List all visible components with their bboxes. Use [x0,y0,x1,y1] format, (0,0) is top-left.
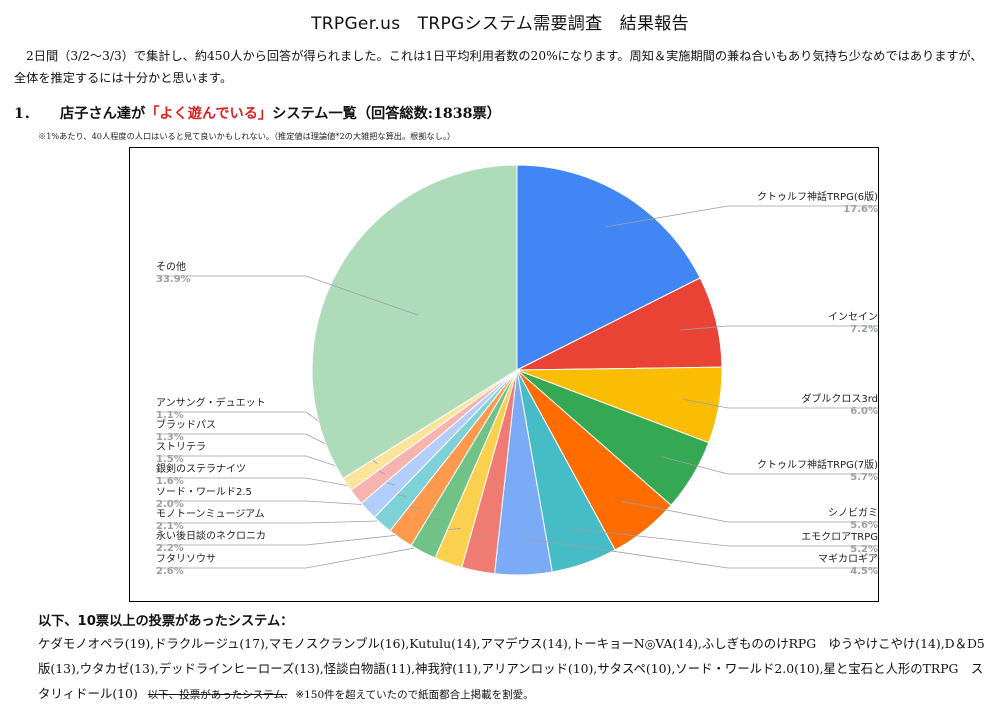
slice-percent-label: 1.1% [156,410,184,421]
slice-percent-label: 17.6% [843,204,878,215]
slice-label: ダブルクロス3rd [801,392,878,405]
slice-label: ストリテラ [156,441,206,453]
slice-label: インセイン [828,311,878,323]
slice-percent-label: 1.6% [156,476,184,487]
section-heading: 1． 店子さん達が「よく遊んでいる」システム一覧（回答総数:1838票） [14,103,501,123]
section-number: 1． [14,106,39,122]
leader-line [605,205,878,228]
pie-slice [311,164,518,480]
section-heading-pre: 店子さん達が [60,106,146,122]
slice-percent-label: 2.0% [156,499,184,510]
slice-label: アンサング・デュエット [156,396,266,409]
section-heading-emphasis: 「よく遊んでいる」 [145,106,273,122]
slice-percent-label: 1.5% [156,454,184,465]
slice-percent-label: 1.3% [156,432,184,443]
leader-line [680,325,878,331]
slice-label: その他 [156,260,186,273]
section2-body: ケダモノオペラ(19),ドラクルージュ(17),マモノスクランブル(16),Ku… [38,631,986,708]
intro-paragraph: 2日間（3/2〜3/3）で集計し、約450人から回答が得られました。これは1日平… [14,45,986,89]
slice-percent-label: 4.5% [850,566,878,577]
slice-percent-label: 6.0% [850,406,878,417]
slice-percent-label: 2.1% [156,521,184,532]
leader-line [660,456,878,475]
slice-percent-label: 2.2% [156,543,184,554]
omission-note: ※150件を超えていたので紙面都合上掲載を割愛。 [295,689,534,701]
slice-percent-label: 7.2% [850,324,878,335]
pie-chart-frame: クトゥルフ神話TRPG(6版) 17.6% インセイン 7.2% ダブルクロス3rd 6.… [129,147,879,602]
leader-line [621,500,878,523]
struck-text: 以下、投票があったシステム. [147,689,288,701]
slice-percent-label: 33.9% [156,274,191,285]
slice-percent-label: 2.6% [156,566,184,577]
slice-label: シノビガミ [828,507,878,519]
slice-percent-label: 5.2% [850,544,878,555]
slice-label: クトゥルフ神話TRPG(6版) [757,190,878,203]
slice-label: マギカロギア [818,553,878,565]
slice-percent-label: 5.6% [850,520,878,531]
slice-label: 永い後日談のネクロニカ [156,529,266,542]
intro-text: 2日間（3/2〜3/3）で集計し、約450人から回答が得られました。これは1日平… [14,49,983,85]
pie-slice [516,164,701,371]
leader-line [522,537,878,569]
page-title: TRPGer.us TRPGシステム需要調査 結果報告 [311,14,689,34]
slice-label: ブラッドパス [156,418,216,431]
section-heading-post: システム一覧（回答総数:1838票） [272,106,501,122]
slice-label: フタリソウサ [156,553,216,565]
section2-heading: 以下、10票以上の投票があったシステム： [38,614,294,629]
slice-label: モノトーンミュージアム [156,508,265,520]
slice-label: クトゥルフ神話TRPG(7版) [757,458,878,471]
leader-line [682,398,878,409]
section-note: ※1%あたり、40人程度の人口はいると見て良いかもしれない。（推定値は理論値*2… [38,131,456,141]
leader-line [156,275,419,316]
system-list: ケダモノオペラ(19),ドラクルージュ(17),マモノスクランブル(16),Ku… [38,636,985,701]
slice-percent-label: 5.7% [850,472,878,483]
slice-label: ソード・ワールド2.5 [156,487,252,498]
slice-label: エモクロアTRPG [801,531,878,543]
slice-label: 銀剣のステラナイツ [156,462,246,475]
leader-line [572,528,878,547]
